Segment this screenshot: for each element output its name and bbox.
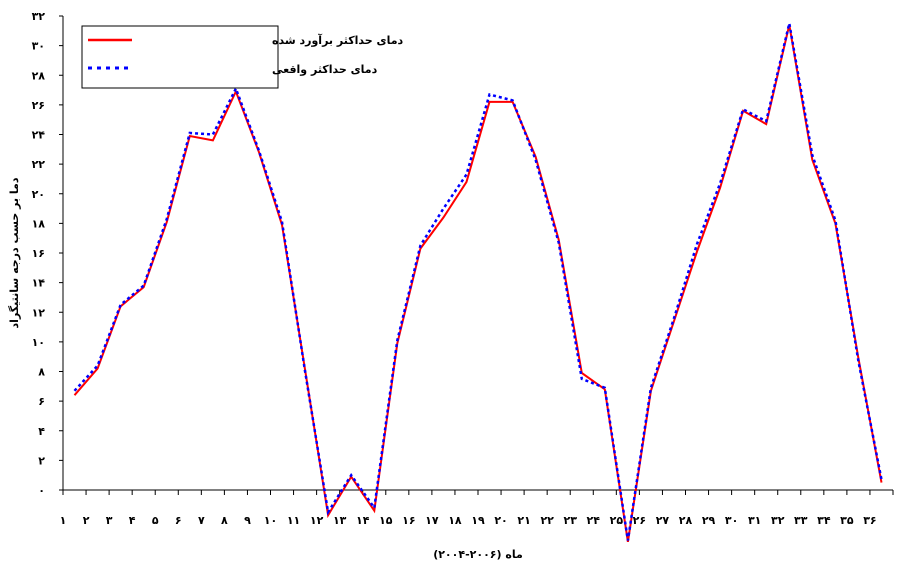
x-tick-label: ۳۶ xyxy=(863,514,876,527)
y-tick-label: ۱۴ xyxy=(32,277,46,290)
series-line-estimated xyxy=(73,24,883,542)
x-tick-label: ۱۴ xyxy=(356,514,370,527)
x-tick-label: ۱۹ xyxy=(471,514,485,527)
x-tick-label: ۳۳ xyxy=(794,514,808,527)
x-tick-label: ۷ xyxy=(198,514,205,527)
x-tick-label: ۱۰ xyxy=(264,514,277,527)
legend-label-estimated: دمای حداکثر برآورد شده xyxy=(272,33,404,47)
legend-label-actual: دمای حداکثر واقعی xyxy=(272,63,378,76)
y-tick-label: ۲۸ xyxy=(32,69,46,82)
x-tick-label: ۲۷ xyxy=(656,514,670,527)
x-tick-label: ۱۳ xyxy=(333,514,347,527)
y-tick-label: ۲۲ xyxy=(32,158,46,171)
y-tick-label: ۱۸ xyxy=(32,217,46,230)
x-tick-label: ۲۳ xyxy=(564,514,578,527)
x-tick-label: ۳ xyxy=(106,514,113,527)
y-axis-title: دما بر حسب درجه سانتیگراد xyxy=(8,177,21,328)
y-tick-label: ۸ xyxy=(38,366,45,379)
x-tick-label: ۳۱ xyxy=(748,514,761,527)
x-tick-label: ۶ xyxy=(175,514,182,527)
legend: دمای حداکثر برآورد شده دمای حداکثر واقعی xyxy=(81,25,404,89)
x-tick-label: ۲۵ xyxy=(610,514,624,527)
x-tick-label: ۲۹ xyxy=(702,514,716,527)
x-tick-label: ۴ xyxy=(129,514,136,527)
x-tick-label: ۲۸ xyxy=(679,514,693,527)
x-axis-title: ماه (۲۰۰۶-۲۰۰۴) xyxy=(433,548,523,561)
x-tick-label: ۳۲ xyxy=(771,514,785,527)
y-tick-label: ۱۲ xyxy=(32,306,46,319)
x-tick-label: ۳۵ xyxy=(840,514,854,527)
x-tick-label: ۲ xyxy=(83,514,90,527)
x-tick-label: ۲۱ xyxy=(517,514,530,527)
y-tick-label: ۳۰ xyxy=(32,40,45,53)
x-tick-label: ۵ xyxy=(152,514,159,527)
series-line-actual xyxy=(73,23,883,541)
x-ticks: ۱ ۲ ۳ ۴ ۵ ۶ ۷ ۸ ۹ ۱۰ ۱۱ ۱۲ ۱۳ ۱۴ ۱۵ ۱۶ ۱۷ ۱۸ ۱۹ ۲۰ ۲۱ ۲۲ ۲۳ ۲۴ ۲… xyxy=(60,490,894,527)
x-tick-label: ۱۷ xyxy=(425,514,439,527)
x-tick-label: ۱۲ xyxy=(310,514,324,527)
y-tick-label: ۰ xyxy=(38,484,45,497)
y-tick-label: ۲۴ xyxy=(32,129,46,142)
x-tick-label: ۱۶ xyxy=(402,514,415,527)
x-tick-label: ۱۸ xyxy=(448,514,462,527)
y-tick-label: ۲۰ xyxy=(32,188,45,201)
y-tick-label: ۱۶ xyxy=(32,247,45,260)
x-axis: ۱ ۲ ۳ ۴ ۵ ۶ ۷ ۸ ۹ ۱۰ ۱۱ ۱۲ ۱۳ ۱۴ ۱۵ ۱۶ ۱۷ ۱۸ ۱۹ ۲۰ ۲۱ ۲۲ ۲۳ ۲۴ ۲… xyxy=(60,489,894,527)
x-tick-label: ۲۰ xyxy=(494,514,507,527)
x-tick-label: ۲۶ xyxy=(633,514,646,527)
x-tick-label: ۸ xyxy=(221,514,228,527)
x-tick-label: ۳۴ xyxy=(817,514,831,527)
y-tick-label: ۳۲ xyxy=(32,10,46,23)
y-tick-label: ۲۶ xyxy=(32,99,45,112)
x-tick-label: ۲۴ xyxy=(587,514,601,527)
y-tick-label: ۲ xyxy=(38,454,45,467)
series-layer xyxy=(73,23,883,542)
x-tick-label: ۹ xyxy=(244,514,251,527)
x-tick-label: ۱۵ xyxy=(379,514,393,527)
x-tick-label: ۱ xyxy=(60,514,67,527)
x-tick-label: ۳۰ xyxy=(725,514,738,527)
x-tick-label: ۱۱ xyxy=(287,514,300,527)
y-tick-label: ۱۰ xyxy=(32,336,45,349)
y-tick-label: ۶ xyxy=(38,395,45,408)
legend-box xyxy=(81,25,279,89)
y-tick-label: ۴ xyxy=(38,425,45,438)
x-tick-label: ۲۲ xyxy=(540,514,554,527)
